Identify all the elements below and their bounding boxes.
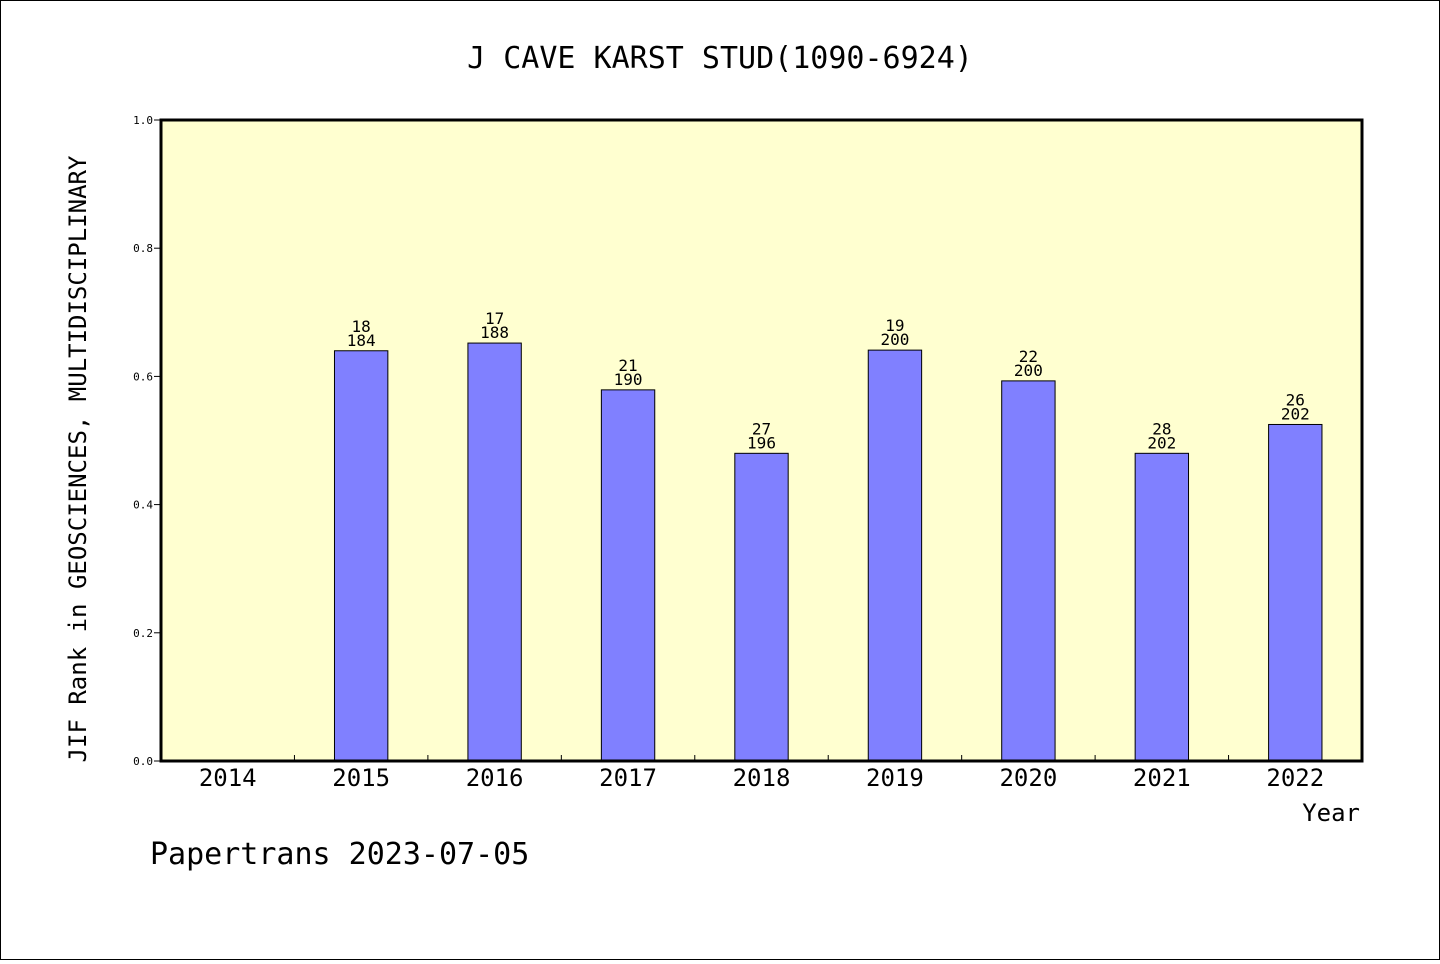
total-label-2021: 202 — [1147, 433, 1176, 452]
bar-2017 — [600, 389, 656, 762]
rank-label-2018: 27 — [752, 419, 771, 438]
rank-label-2017: 21 — [618, 356, 637, 375]
x-tick-label: 2016 — [466, 764, 524, 792]
rank-label-2015: 18 — [352, 317, 371, 336]
y-axis-label: JIF Rank in GEOSCIENCES, MULTIDISCIPLINA… — [64, 155, 92, 762]
bar-2020 — [1001, 380, 1056, 762]
x-tick-label: 2022 — [1266, 764, 1324, 792]
x-tick-label: 2017 — [599, 764, 657, 792]
x-tick-label: 2015 — [332, 764, 390, 792]
y-tick-label: 0.4 — [133, 499, 153, 512]
bar-2016 — [467, 342, 522, 762]
total-label-2022: 202 — [1281, 404, 1310, 423]
footer-text: Papertrans 2023-07-05 — [150, 837, 529, 872]
rank-label-2019: 19 — [885, 316, 904, 335]
plot-border — [159, 118, 1364, 763]
total-label-2016: 188 — [480, 323, 509, 342]
rank-label-2021: 28 — [1152, 419, 1171, 438]
rank-label-2016: 17 — [485, 309, 504, 328]
chart-title: J CAVE KARST STUD(1090-6924) — [467, 41, 973, 76]
rank-label-2022: 26 — [1286, 390, 1305, 409]
y-tick-label: 0.2 — [133, 627, 153, 640]
x-tick-label: 2021 — [1133, 764, 1191, 792]
y-tick-label: 1.0 — [133, 114, 153, 127]
y-tick-label: 0.6 — [133, 370, 153, 383]
bar-2019 — [867, 349, 923, 762]
y-tick-label: 0.8 — [133, 242, 153, 255]
x-axis-label: Year — [1302, 799, 1360, 827]
bar-2018 — [734, 452, 789, 762]
x-tick-label: 2018 — [733, 764, 791, 792]
total-label-2015: 184 — [347, 331, 376, 350]
x-tick-label: 2014 — [199, 764, 257, 792]
bar-2022 — [1268, 423, 1323, 762]
x-tick-label: 2020 — [999, 764, 1057, 792]
bars — [333, 342, 1323, 762]
total-label-2018: 196 — [747, 433, 776, 452]
bar-2021 — [1134, 452, 1190, 762]
total-label-2020: 200 — [1014, 361, 1043, 380]
rank-label-2020: 22 — [1019, 347, 1038, 366]
total-label-2019: 200 — [880, 330, 909, 349]
axis-ticks: 0.0 0.2 0.4 0.6 0.8 1.0 2014 2015 2016 2017 2018 20… — [133, 114, 1324, 792]
total-label-2017: 190 — [614, 370, 643, 389]
y-tick-label: 0.0 — [133, 755, 153, 768]
bar-2015 — [333, 350, 389, 762]
x-tick-label: 2019 — [866, 764, 924, 792]
